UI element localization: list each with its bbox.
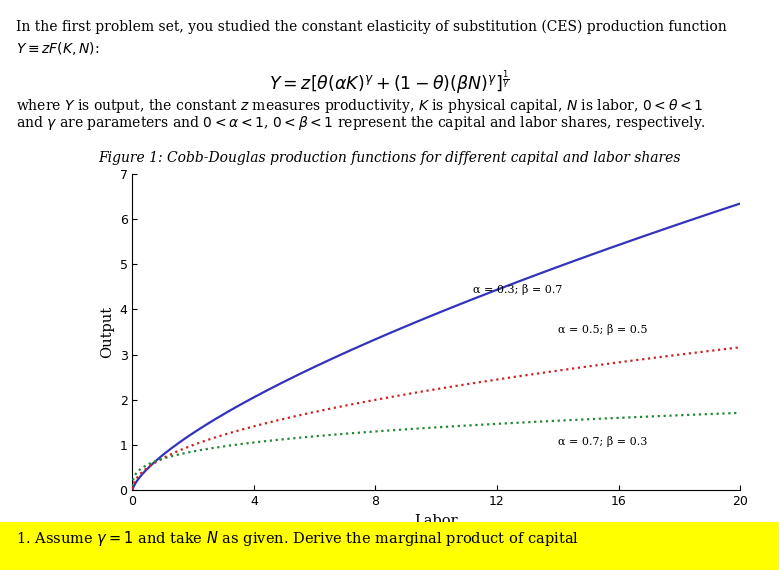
Text: $Y = z\left[\theta(\alpha K)^{\gamma} + (1 - \theta)(\beta N)^{\gamma}\right]^{\: $Y = z\left[\theta(\alpha K)^{\gamma} + … <box>270 68 509 96</box>
Text: $Y \equiv zF(K, N)$:: $Y \equiv zF(K, N)$: <box>16 40 99 57</box>
Text: α = 0.3; β = 0.7: α = 0.3; β = 0.7 <box>473 284 562 295</box>
Text: α = 0.5; β = 0.5: α = 0.5; β = 0.5 <box>558 324 647 335</box>
Y-axis label: Output: Output <box>100 306 114 358</box>
X-axis label: Labor: Labor <box>414 514 458 528</box>
Text: Figure 1: Cobb-Douglas production functions for different capital and labor shar: Figure 1: Cobb-Douglas production functi… <box>98 151 681 165</box>
Text: 1. Assume $\gamma = 1$ and take $N$ as given. Derive the marginal product of cap: 1. Assume $\gamma = 1$ and take $N$ as g… <box>16 529 579 548</box>
Text: where $Y$ is output, the constant $z$ measures productivity, $K$ is physical cap: where $Y$ is output, the constant $z$ me… <box>16 97 703 115</box>
Text: and $\gamma$ are parameters and $0 < \alpha < 1$, $0 < \beta < 1$ represent the : and $\gamma$ are parameters and $0 < \al… <box>16 114 706 132</box>
Text: α = 0.7; β = 0.3: α = 0.7; β = 0.3 <box>558 436 647 447</box>
Text: In the first problem set, you studied the constant elasticity of substitution (C: In the first problem set, you studied th… <box>16 20 726 34</box>
